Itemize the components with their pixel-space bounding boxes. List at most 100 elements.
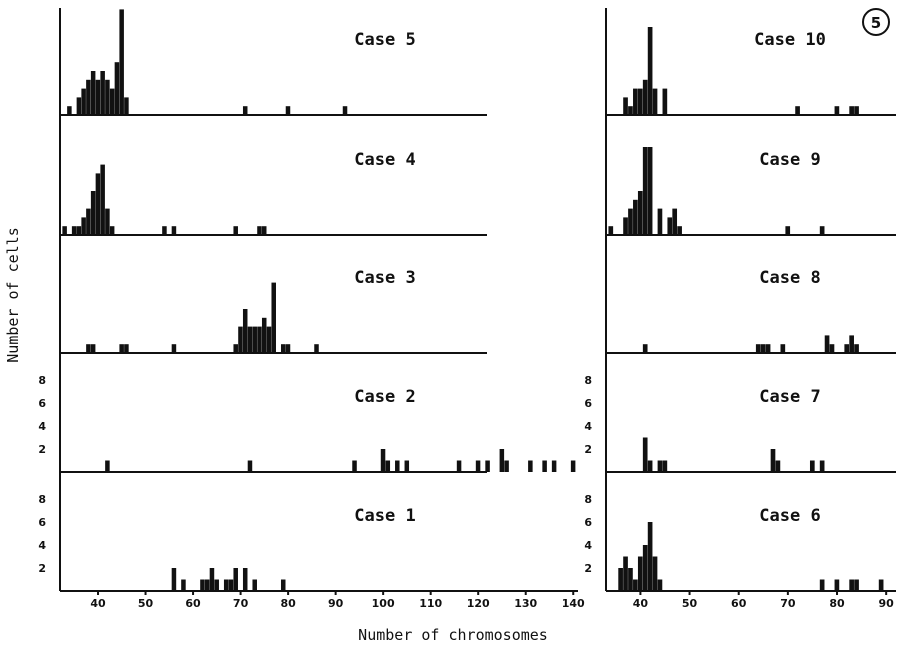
- case-3-bar: [124, 344, 129, 353]
- case-10-bar: [628, 106, 633, 115]
- case-10-bar: [642, 79, 648, 115]
- case-2-ytick-label: 4: [38, 420, 46, 433]
- case-1-title: Case 1: [354, 506, 415, 526]
- case-9-bar: [623, 217, 628, 235]
- case-1-bar: [214, 579, 219, 591]
- case-7-bar: [809, 460, 815, 472]
- case-9-bar: [672, 208, 678, 235]
- case-9-bar: [819, 226, 825, 235]
- case-6-bar: [819, 579, 825, 591]
- case-3-bar: [171, 344, 177, 353]
- case-1-bar: [252, 579, 257, 591]
- case-2-bar: [352, 460, 357, 472]
- case-6-bar: [633, 579, 638, 591]
- case-7-bar: [647, 460, 653, 472]
- case-7-bar: [657, 460, 663, 472]
- case-4-bar: [233, 226, 238, 235]
- case-2-bar: [475, 460, 481, 472]
- case-8-bar: [755, 344, 761, 353]
- case-1-bar: [204, 579, 210, 591]
- case-7-ytick-label: 4: [584, 420, 592, 433]
- case-9-bar: [608, 226, 614, 235]
- right-xtick-label: 70: [780, 597, 796, 610]
- case-7-title: Case 7: [759, 387, 820, 407]
- left-xtick-label: 120: [467, 597, 490, 610]
- case-8-bar: [849, 335, 854, 353]
- case-3-bar: [314, 344, 319, 353]
- case-2-bar: [551, 460, 557, 472]
- case-2-bar: [380, 449, 386, 472]
- case-10-bar: [633, 88, 638, 115]
- case-6-bar: [849, 579, 854, 591]
- case-4-bar: [162, 226, 167, 235]
- case-1-bar: [242, 568, 248, 591]
- case-2-bar: [105, 460, 110, 472]
- case-4-bar: [171, 226, 177, 235]
- case-2-title: Case 2: [354, 387, 415, 407]
- case-4-bar: [109, 226, 115, 235]
- case-1-bar: [228, 579, 234, 591]
- case-6-bar: [854, 579, 859, 591]
- case-5-bar: [242, 106, 248, 115]
- case-7-bar: [775, 460, 781, 472]
- x-axis-label: Number of chromosomes: [358, 626, 548, 644]
- figure-badge-circle: [862, 8, 890, 36]
- case-1-ytick-label: 8: [38, 493, 46, 506]
- case-2-bar: [499, 449, 505, 472]
- case-10-bar: [834, 106, 840, 115]
- case-1-bar: [280, 579, 286, 591]
- case-10-bar: [647, 27, 653, 115]
- case-9-bar: [785, 226, 791, 235]
- case-3-bar: [233, 344, 238, 353]
- case-5-bar: [342, 106, 348, 115]
- left-xtick-label: 110: [419, 597, 442, 610]
- case-5-bar: [90, 71, 96, 115]
- case-1-bar: [171, 568, 177, 591]
- case-5-bar: [100, 71, 105, 115]
- case-8-bar: [765, 344, 771, 353]
- right-xtick-label: 40: [633, 597, 649, 610]
- case-2-bar: [542, 460, 547, 472]
- case-10-title: Case 10: [754, 30, 826, 50]
- case-6-ytick-label: 2: [584, 562, 592, 575]
- case-9-bar: [647, 147, 653, 235]
- right-xtick-label: 90: [879, 597, 895, 610]
- case-9-title: Case 9: [759, 150, 820, 170]
- case-2-bar: [385, 460, 391, 472]
- case-7-bar: [819, 460, 825, 472]
- case-1-bar: [233, 568, 238, 591]
- case-3-bar: [238, 326, 243, 353]
- case-4-bar: [76, 226, 82, 235]
- case-4-bar: [81, 217, 86, 235]
- case-4-bar: [90, 191, 96, 235]
- case-9-bar: [667, 217, 673, 235]
- case-6-ytick-label: 6: [584, 516, 592, 529]
- case-3-bar: [280, 344, 286, 353]
- case-5-bar: [114, 62, 120, 115]
- left-xtick-label: 140: [562, 597, 585, 610]
- case-2-ytick-label: 6: [38, 397, 46, 410]
- case-9-bar: [657, 208, 663, 235]
- case-7-bar: [770, 449, 776, 472]
- case-1-bar: [181, 579, 186, 591]
- case-4-bar: [261, 226, 267, 235]
- case-6-bar: [628, 568, 633, 591]
- case-4-bar: [100, 164, 105, 235]
- case-5-bar: [124, 97, 129, 115]
- case-4-bar: [257, 226, 262, 235]
- case-8-bar: [854, 344, 859, 353]
- case-5-bar: [119, 9, 124, 115]
- panels-group: Case 5 Case 4 Case 3 Case 2 2 4 6 8 Case 1 2 4 6 8 40…: [38, 8, 896, 610]
- case-3-bar: [252, 326, 257, 353]
- case-10-bar: [623, 97, 628, 115]
- case-5-bar: [86, 79, 91, 115]
- case-6-bar: [623, 556, 628, 591]
- case-8-bar: [780, 344, 786, 353]
- case-3-bar: [257, 326, 262, 353]
- case-8-title: Case 8: [759, 268, 820, 288]
- case-6-bar: [647, 522, 653, 591]
- case-10-bar: [652, 88, 658, 115]
- case-9-bar: [637, 191, 643, 235]
- case-1-bar: [209, 568, 215, 591]
- figure-badge-label: 5: [871, 14, 881, 32]
